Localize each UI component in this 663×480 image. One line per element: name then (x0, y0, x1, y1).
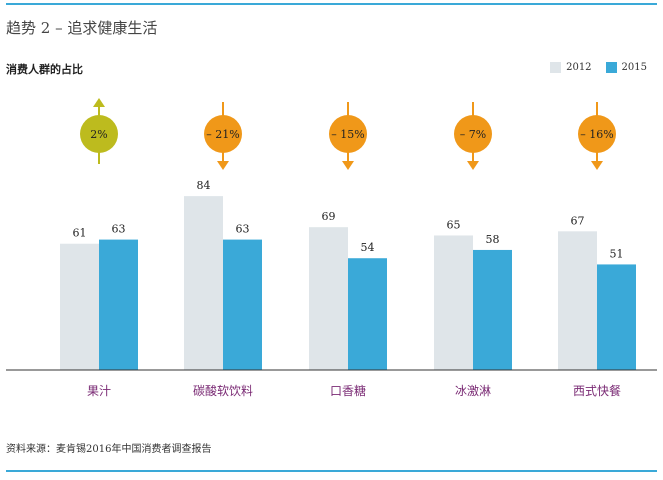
change-label: – 15% (331, 128, 364, 141)
change-label: 2% (90, 128, 107, 141)
bar-2015 (223, 239, 262, 370)
bar-2012 (309, 227, 348, 370)
legend-item-2015: 2015 (605, 62, 647, 73)
arrow-down-icon (467, 161, 479, 170)
bar-2012 (184, 196, 223, 370)
legend-label-2012: 2012 (566, 62, 592, 73)
bar-2012 (60, 243, 99, 370)
bar-2012 (558, 231, 597, 370)
bar-2015 (348, 258, 387, 370)
change-circle (578, 115, 616, 153)
data-label-2012: 65 (447, 218, 461, 231)
legend-label-2015: 2015 (621, 62, 647, 73)
arrow-down-icon (217, 161, 229, 170)
change-label: – 21% (206, 128, 239, 141)
data-label-2015: 63 (236, 223, 250, 236)
category-label: 口香糖 (330, 383, 366, 398)
category-label: 西式快餐 (573, 383, 621, 398)
bar-2015 (99, 239, 138, 370)
arrow-down-icon (591, 161, 603, 170)
data-label-2012: 67 (571, 214, 585, 227)
legend-swatch-2012 (550, 62, 562, 73)
change-label: – 16% (580, 128, 613, 141)
data-label-2015: 54 (361, 241, 375, 254)
top-rule (6, 3, 657, 5)
bar-2012 (434, 235, 473, 370)
data-label-2012: 84 (197, 179, 211, 192)
category-label: 冰激淋 (455, 384, 491, 398)
change-label: – 7% (460, 128, 486, 141)
data-label-2012: 61 (73, 227, 87, 240)
legend-swatch-2015 (605, 62, 617, 73)
page-heading: 趋势 2 – 追求健康生活 (6, 19, 158, 37)
change-circle (204, 115, 242, 153)
arrow-up-icon (93, 98, 105, 107)
data-label-2015: 51 (610, 247, 624, 260)
arrow-down-icon (342, 161, 354, 170)
bottom-rule (6, 470, 657, 472)
legend-item-2012: 2012 (550, 62, 592, 73)
source-note: 资料来源：麦肯锡2016年中国消费者调查报告 (6, 444, 212, 455)
change-circle (329, 115, 367, 153)
change-circle (80, 115, 118, 153)
bar-2015 (597, 264, 636, 370)
category-label: 果汁 (87, 384, 111, 398)
chart-legend: 2012 2015 (550, 62, 647, 73)
data-label-2015: 63 (112, 223, 126, 236)
change-circle (454, 115, 492, 153)
data-label-2015: 58 (486, 233, 500, 246)
data-label-2012: 69 (322, 210, 336, 223)
bar-2015 (473, 249, 512, 370)
chart-subtitle: 消费人群的占比 (6, 63, 83, 76)
category-label: 碳酸软饮料 (193, 383, 253, 398)
